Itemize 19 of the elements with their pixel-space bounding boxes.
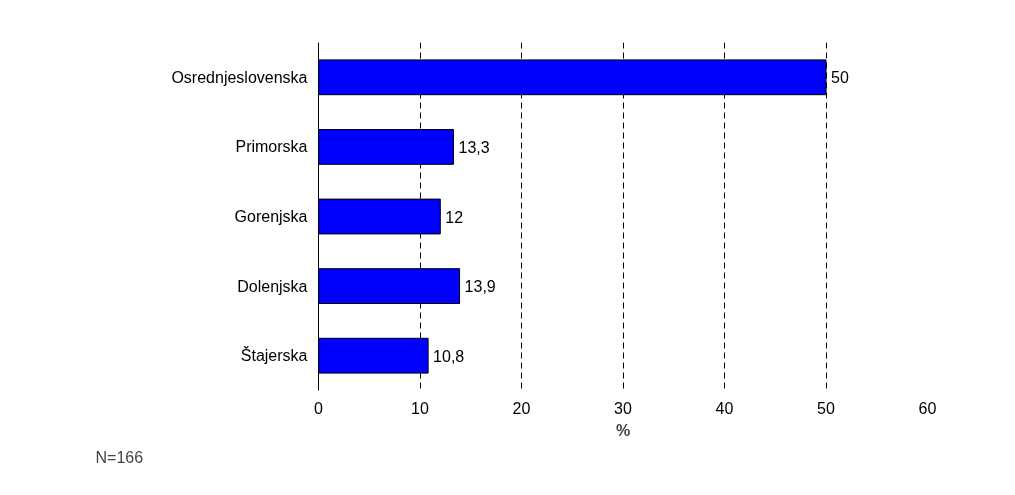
y-tick-label: Dolenjska: [237, 277, 308, 295]
x-tick-label: 0: [314, 399, 324, 417]
x-tick-label: 30: [614, 399, 632, 417]
data-label: 12: [445, 208, 464, 226]
y-tick-label: Gorenjska: [234, 208, 308, 225]
x-tick-label: 10: [411, 399, 429, 417]
x-tick-label: 40: [715, 399, 734, 417]
y-tick-label: Primorska: [235, 138, 308, 156]
data-label: 50: [831, 69, 849, 87]
text: N=166: [95, 448, 144, 466]
y-tick-label: Osrednjeslovenska: [171, 68, 308, 86]
x-tick-label: 20: [512, 399, 531, 417]
data-label: 13,3: [458, 138, 490, 156]
x-axis-title: %: [615, 421, 631, 439]
data-label: 13,9: [464, 278, 496, 296]
x-tick-label: 50: [817, 399, 835, 417]
y-tick-label: Štajerska: [240, 346, 308, 365]
x-tick-label: 60: [918, 399, 937, 417]
data-label: 10,8: [433, 347, 465, 365]
